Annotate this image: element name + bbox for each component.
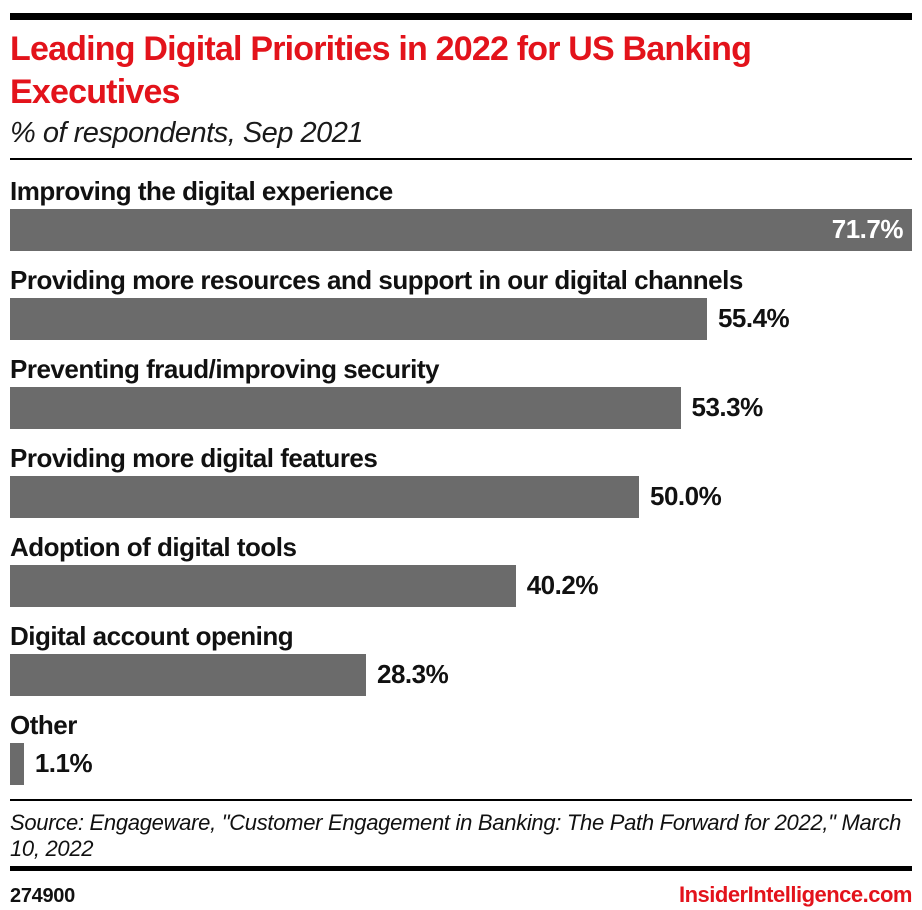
bar <box>10 475 639 518</box>
bar-category-label: Providing more digital features <box>10 442 378 473</box>
bar-group: Improving the digital experience 71.7% <box>10 176 912 251</box>
bar <box>10 653 367 696</box>
bar-row: 40.2% <box>10 564 912 607</box>
bar-group: Providing more resources and support in … <box>10 265 912 340</box>
chart-id: 274900 <box>10 884 75 907</box>
bar <box>10 564 516 607</box>
bar-category-label: Providing more resources and support in … <box>10 264 743 295</box>
bar-value-label: 53.3% <box>691 392 764 423</box>
bar-chart: Improving the digital experience 71.7% P… <box>10 176 912 785</box>
bar-group: Other 1.1% <box>10 710 912 785</box>
source-note: Source: Engageware, "Customer Engagement… <box>10 809 902 861</box>
bar-value-label: 71.7% <box>831 214 904 245</box>
bar-row: 1.1% <box>10 742 912 785</box>
top-rule <box>10 13 912 20</box>
bar-category-label: Digital account opening <box>10 620 294 651</box>
bar-row: 71.7% <box>10 208 912 251</box>
bar-value-label: 50.0% <box>650 481 722 512</box>
bar-value-label: 40.2% <box>526 570 599 601</box>
bar-category-label: Adoption of digital tools <box>10 531 297 562</box>
bar-value-label: 55.4% <box>717 303 790 334</box>
bar-row: 55.4% <box>10 297 912 340</box>
chart-subtitle: % of respondents, Sep 2021 <box>10 116 363 149</box>
bar <box>10 386 681 429</box>
bar-group: Providing more digital features 50.0% <box>10 443 912 518</box>
footer: 274900 InsiderIntelligence.com <box>10 881 913 908</box>
chart-page: Leading Digital Priorities in 2022 for U… <box>0 13 922 908</box>
bar-group: Digital account opening 28.3% <box>10 621 912 696</box>
bar-category-label: Preventing fraud/improving security <box>10 353 439 384</box>
chart-title: Leading Digital Priorities in 2022 for U… <box>10 30 752 111</box>
bar-value-label: 1.1% <box>34 748 93 779</box>
bar <box>10 742 24 785</box>
footer-rule <box>10 865 912 871</box>
bar-category-label: Other <box>10 709 77 740</box>
brand-link: InsiderIntelligence.com <box>678 881 913 907</box>
bar: 71.7% <box>10 208 912 251</box>
source-divider-rule <box>10 798 912 801</box>
bar-value-label: 28.3% <box>377 659 449 690</box>
bar-group: Adoption of digital tools 40.2% <box>10 532 912 607</box>
bar <box>10 297 707 340</box>
bar-row: 53.3% <box>10 386 912 429</box>
header-divider-rule <box>10 157 912 160</box>
bar-row: 50.0% <box>10 475 912 518</box>
bar-row: 28.3% <box>10 653 912 696</box>
bar-category-label: Improving the digital experience <box>10 175 393 206</box>
bar-group: Preventing fraud/improving security 53.3… <box>10 354 912 429</box>
